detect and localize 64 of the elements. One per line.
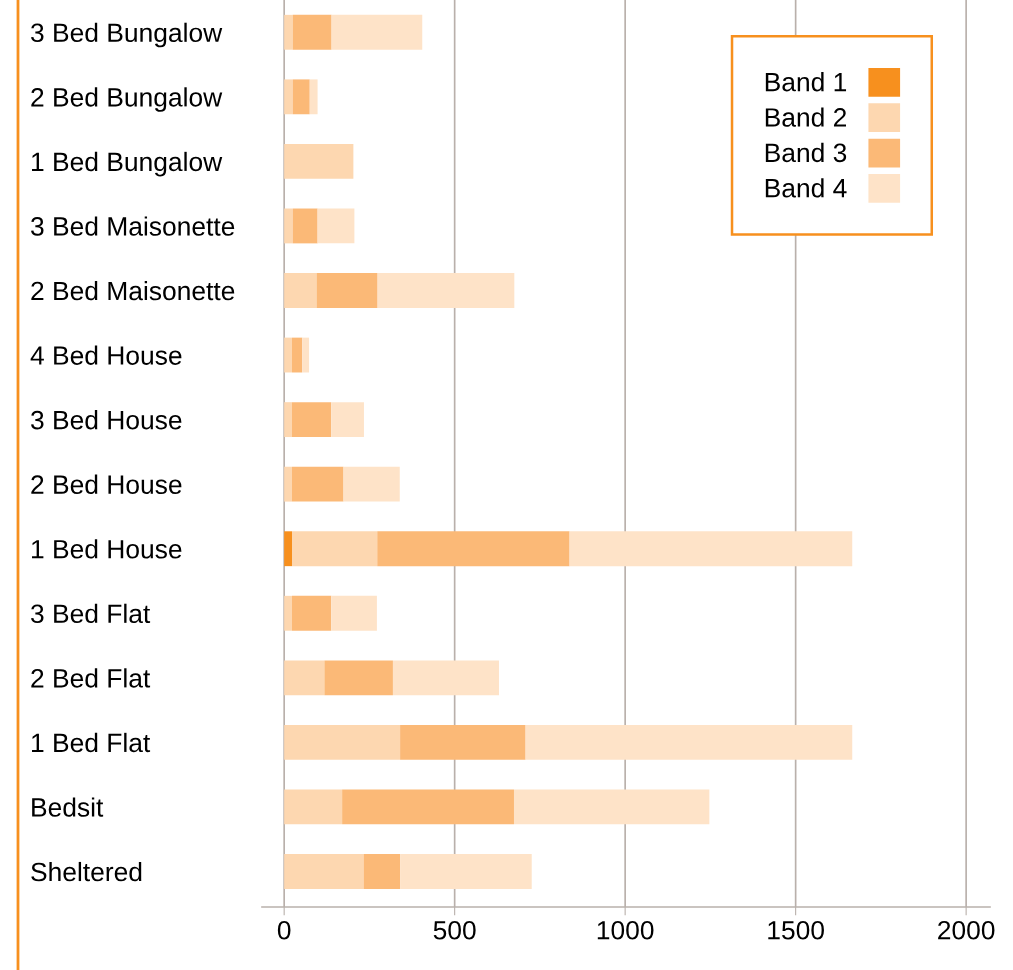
y-tick-label: 4 Bed House bbox=[30, 345, 182, 365]
y-tick-label: 2 Bed Maisonette bbox=[31, 280, 235, 301]
bar bbox=[284, 14, 293, 50]
bar bbox=[292, 595, 332, 631]
bar bbox=[317, 208, 355, 244]
x-tick-label: 0 bbox=[277, 920, 291, 940]
y-tick-label: Sheltered bbox=[31, 861, 142, 882]
bar bbox=[292, 531, 378, 567]
y-tick-label: 3 Bed Bungalow bbox=[31, 22, 223, 48]
bar bbox=[284, 273, 317, 308]
y-tick-label: 2 Bed House bbox=[31, 474, 182, 494]
bar bbox=[324, 660, 393, 696]
bar bbox=[284, 854, 364, 889]
bar bbox=[284, 208, 293, 244]
bar bbox=[292, 208, 318, 244]
bar bbox=[292, 79, 310, 115]
bar bbox=[377, 531, 570, 567]
bar bbox=[342, 789, 514, 825]
bar bbox=[331, 595, 377, 631]
bar bbox=[284, 337, 293, 373]
bar bbox=[292, 14, 332, 50]
y-tick-label: 3 Bed Flat bbox=[31, 603, 151, 624]
bar bbox=[331, 14, 423, 50]
legend-label: Band 3 bbox=[765, 142, 847, 163]
y-tick-label: 1 Bed House bbox=[32, 539, 182, 559]
y-tick-label: 1 Bed Bungalow bbox=[32, 151, 223, 177]
bar bbox=[400, 854, 532, 889]
bar bbox=[284, 595, 293, 631]
x-tick-label: 2000 bbox=[938, 920, 995, 940]
bar bbox=[284, 724, 401, 760]
bar bbox=[284, 402, 293, 438]
x-tick-label: 1000 bbox=[597, 920, 654, 940]
y-tick-label: 3 Bed House bbox=[31, 410, 182, 430]
bar bbox=[292, 402, 332, 438]
bar bbox=[292, 466, 344, 502]
bar bbox=[569, 531, 853, 567]
bar bbox=[316, 273, 378, 308]
y-tick-label: Bedsit bbox=[32, 797, 104, 817]
bar bbox=[284, 143, 354, 179]
y-tick-label: 1 Bed Flat bbox=[32, 732, 151, 753]
bar bbox=[302, 337, 310, 373]
bar bbox=[331, 402, 364, 438]
bar bbox=[292, 337, 303, 373]
legend-label: Band 2 bbox=[765, 107, 846, 127]
bar bbox=[525, 724, 853, 760]
bar bbox=[284, 789, 343, 825]
legend-label: Band 1 bbox=[765, 72, 847, 92]
legend-label: Band 4 bbox=[765, 178, 847, 198]
y-tick-label: 2 Bed Flat bbox=[31, 668, 151, 688]
x-tick-label: 1500 bbox=[768, 920, 824, 940]
bar bbox=[363, 854, 401, 889]
bar bbox=[392, 660, 499, 696]
y-tick-label: 2 Bed Bungalow bbox=[31, 87, 223, 112]
x-tick-label: 500 bbox=[433, 920, 476, 940]
bar bbox=[400, 724, 526, 760]
bar bbox=[284, 79, 293, 115]
bar bbox=[284, 660, 325, 696]
bar bbox=[284, 531, 293, 567]
y-tick-label: 3 Bed Maisonette bbox=[31, 216, 235, 236]
bar bbox=[377, 273, 515, 308]
bar bbox=[343, 466, 400, 502]
bar bbox=[309, 79, 318, 115]
bar bbox=[284, 466, 293, 502]
bar bbox=[513, 789, 710, 825]
